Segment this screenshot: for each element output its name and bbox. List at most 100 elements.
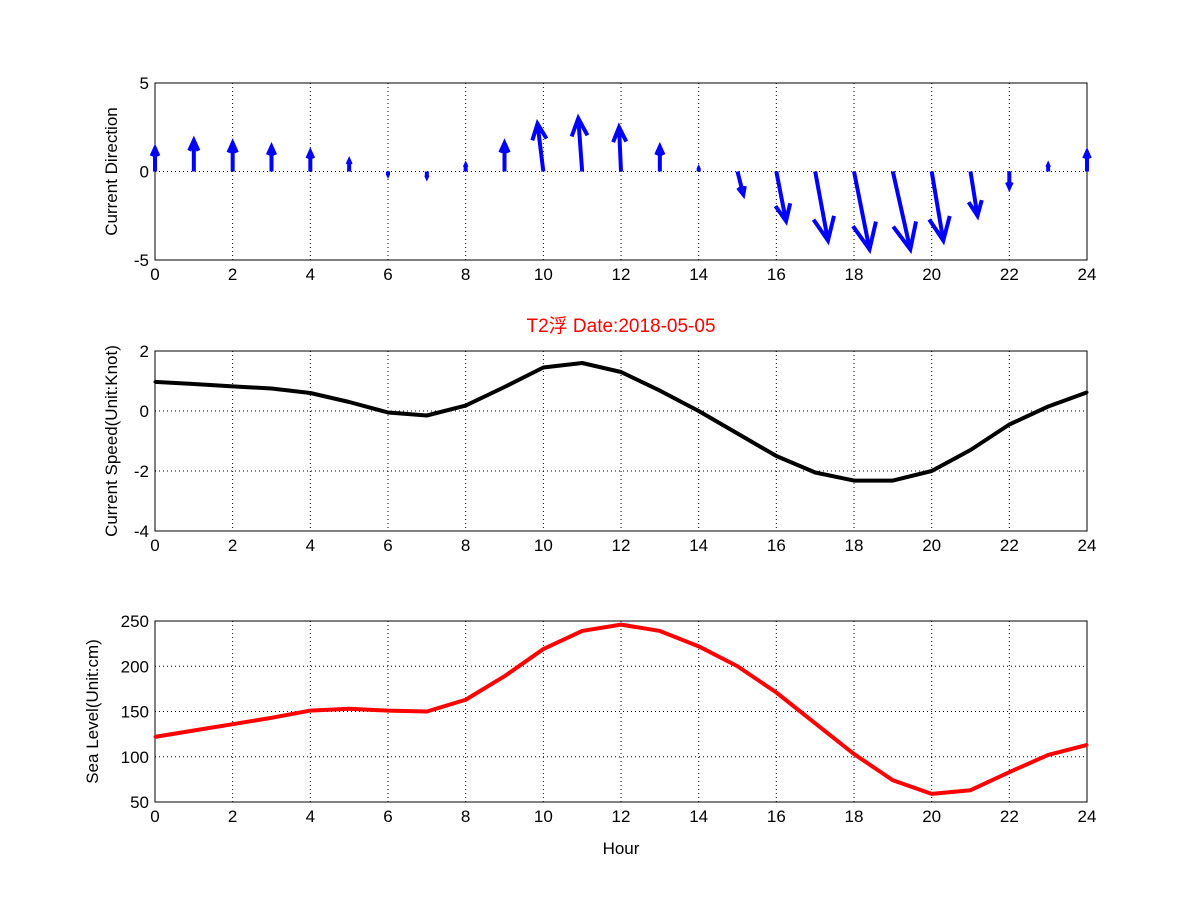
- data-point: [891, 479, 895, 483]
- data-point: [503, 385, 506, 389]
- data-point: [347, 400, 351, 404]
- y-tick-label: -5: [134, 251, 149, 270]
- chart-title: T2浮 Date:2018-05-05: [526, 315, 715, 337]
- y-tick-label: 100: [121, 748, 149, 767]
- quiver-arrow: [226, 138, 239, 172]
- quiver-arrow: [424, 171, 430, 182]
- quiver-arrow: [462, 160, 469, 172]
- x-tick-label: 22: [1000, 807, 1019, 826]
- y-axis-label: Sea Level(Unit:cm): [83, 639, 102, 784]
- data-point: [930, 792, 934, 796]
- quiver-arrow: [927, 171, 952, 246]
- data-point: [813, 721, 817, 725]
- data-point: [736, 432, 739, 435]
- x-tick-label: 10: [534, 807, 553, 826]
- x-tick-label: 6: [383, 807, 392, 826]
- data-point: [580, 361, 584, 365]
- data-point: [891, 778, 895, 782]
- quiver-arrow: [498, 138, 511, 172]
- x-tick-label: 16: [767, 807, 786, 826]
- data-point: [813, 471, 817, 474]
- data-point: [658, 629, 662, 633]
- x-tick-label: 10: [534, 536, 553, 555]
- axes-frame: [154, 350, 1088, 532]
- x-tick-label: 12: [612, 265, 631, 284]
- data-point: [153, 735, 157, 739]
- data-point: [308, 391, 312, 395]
- y-tick-label: 50: [130, 793, 149, 812]
- x-tick-label: 14: [689, 807, 708, 826]
- x-tick-label: 8: [461, 265, 470, 284]
- data-point: [774, 690, 778, 694]
- x-tick-label: 24: [1078, 807, 1097, 826]
- y-tick-label: 200: [121, 657, 149, 676]
- x-tick-label: 6: [383, 265, 392, 284]
- x-tick-label: 20: [922, 807, 941, 826]
- data-point: [1085, 743, 1089, 747]
- quiver-arrow: [187, 135, 201, 172]
- quiver-arrow: [530, 118, 549, 172]
- quiver-arrow: [1082, 147, 1092, 172]
- x-axis-label: Hour: [603, 839, 640, 858]
- y-axis-label: Current Direction: [102, 107, 121, 236]
- quiver-arrow: [1045, 160, 1051, 172]
- quiver-arrow: [654, 141, 666, 172]
- quiver-arrow: [345, 156, 353, 172]
- x-tick-label: 20: [922, 536, 941, 555]
- data-point: [774, 454, 778, 458]
- quiver-arrow: [966, 171, 984, 221]
- data-point: [1085, 390, 1089, 394]
- x-tick-label: 14: [689, 265, 708, 284]
- quiver-arrow: [773, 171, 793, 226]
- data-point: [1046, 753, 1050, 757]
- data-point: [231, 722, 235, 726]
- data-point: [386, 709, 390, 713]
- x-tick-label: 4: [306, 265, 315, 284]
- x-tick-label: 16: [767, 265, 786, 284]
- x-tick-label: 12: [612, 536, 631, 555]
- data-point: [231, 384, 235, 388]
- data-point: [580, 629, 584, 633]
- data-point: [192, 729, 196, 733]
- series-line: [154, 361, 1088, 483]
- data-point: [852, 752, 856, 756]
- data-point: [1046, 405, 1050, 408]
- data-point: [541, 647, 545, 651]
- y-tick-label: 5: [140, 74, 149, 93]
- x-tick-label: 2: [228, 536, 237, 555]
- data-point: [347, 707, 351, 711]
- x-tick-label: 2: [228, 265, 237, 284]
- x-tick-label: 8: [461, 807, 470, 826]
- quiver-arrow: [569, 113, 590, 172]
- y-tick-label: -2: [134, 462, 149, 481]
- axes-frame: [154, 620, 1088, 803]
- data-point: [1007, 423, 1011, 426]
- y-tick-label: -4: [134, 522, 149, 541]
- data-point: [308, 709, 312, 713]
- quiver-arrow: [890, 171, 918, 255]
- y-axis-label: Current Speed(Unit:Knot): [102, 345, 121, 537]
- x-tick-label: 20: [922, 265, 941, 284]
- data-point: [270, 387, 273, 390]
- quiver-arrow: [1005, 171, 1014, 193]
- y-tick-label: 0: [140, 402, 149, 421]
- data-point: [619, 623, 623, 627]
- data-point: [541, 366, 545, 369]
- quiver-arrow: [305, 147, 316, 172]
- x-tick-label: 2: [228, 807, 237, 826]
- x-tick-label: 4: [306, 807, 315, 826]
- x-tick-label: 18: [845, 807, 864, 826]
- y-tick-label: 2: [140, 342, 149, 361]
- x-tick-label: 24: [1078, 265, 1097, 284]
- quiver-arrow: [735, 171, 747, 200]
- data-point: [1007, 770, 1011, 774]
- data-point: [697, 409, 701, 413]
- data-point: [852, 479, 856, 483]
- quiver-arrow: [265, 141, 278, 172]
- quiver-arrow: [696, 163, 701, 172]
- data-point: [930, 469, 934, 473]
- quiver-arrow: [385, 171, 391, 180]
- x-tick-label: 6: [383, 536, 392, 555]
